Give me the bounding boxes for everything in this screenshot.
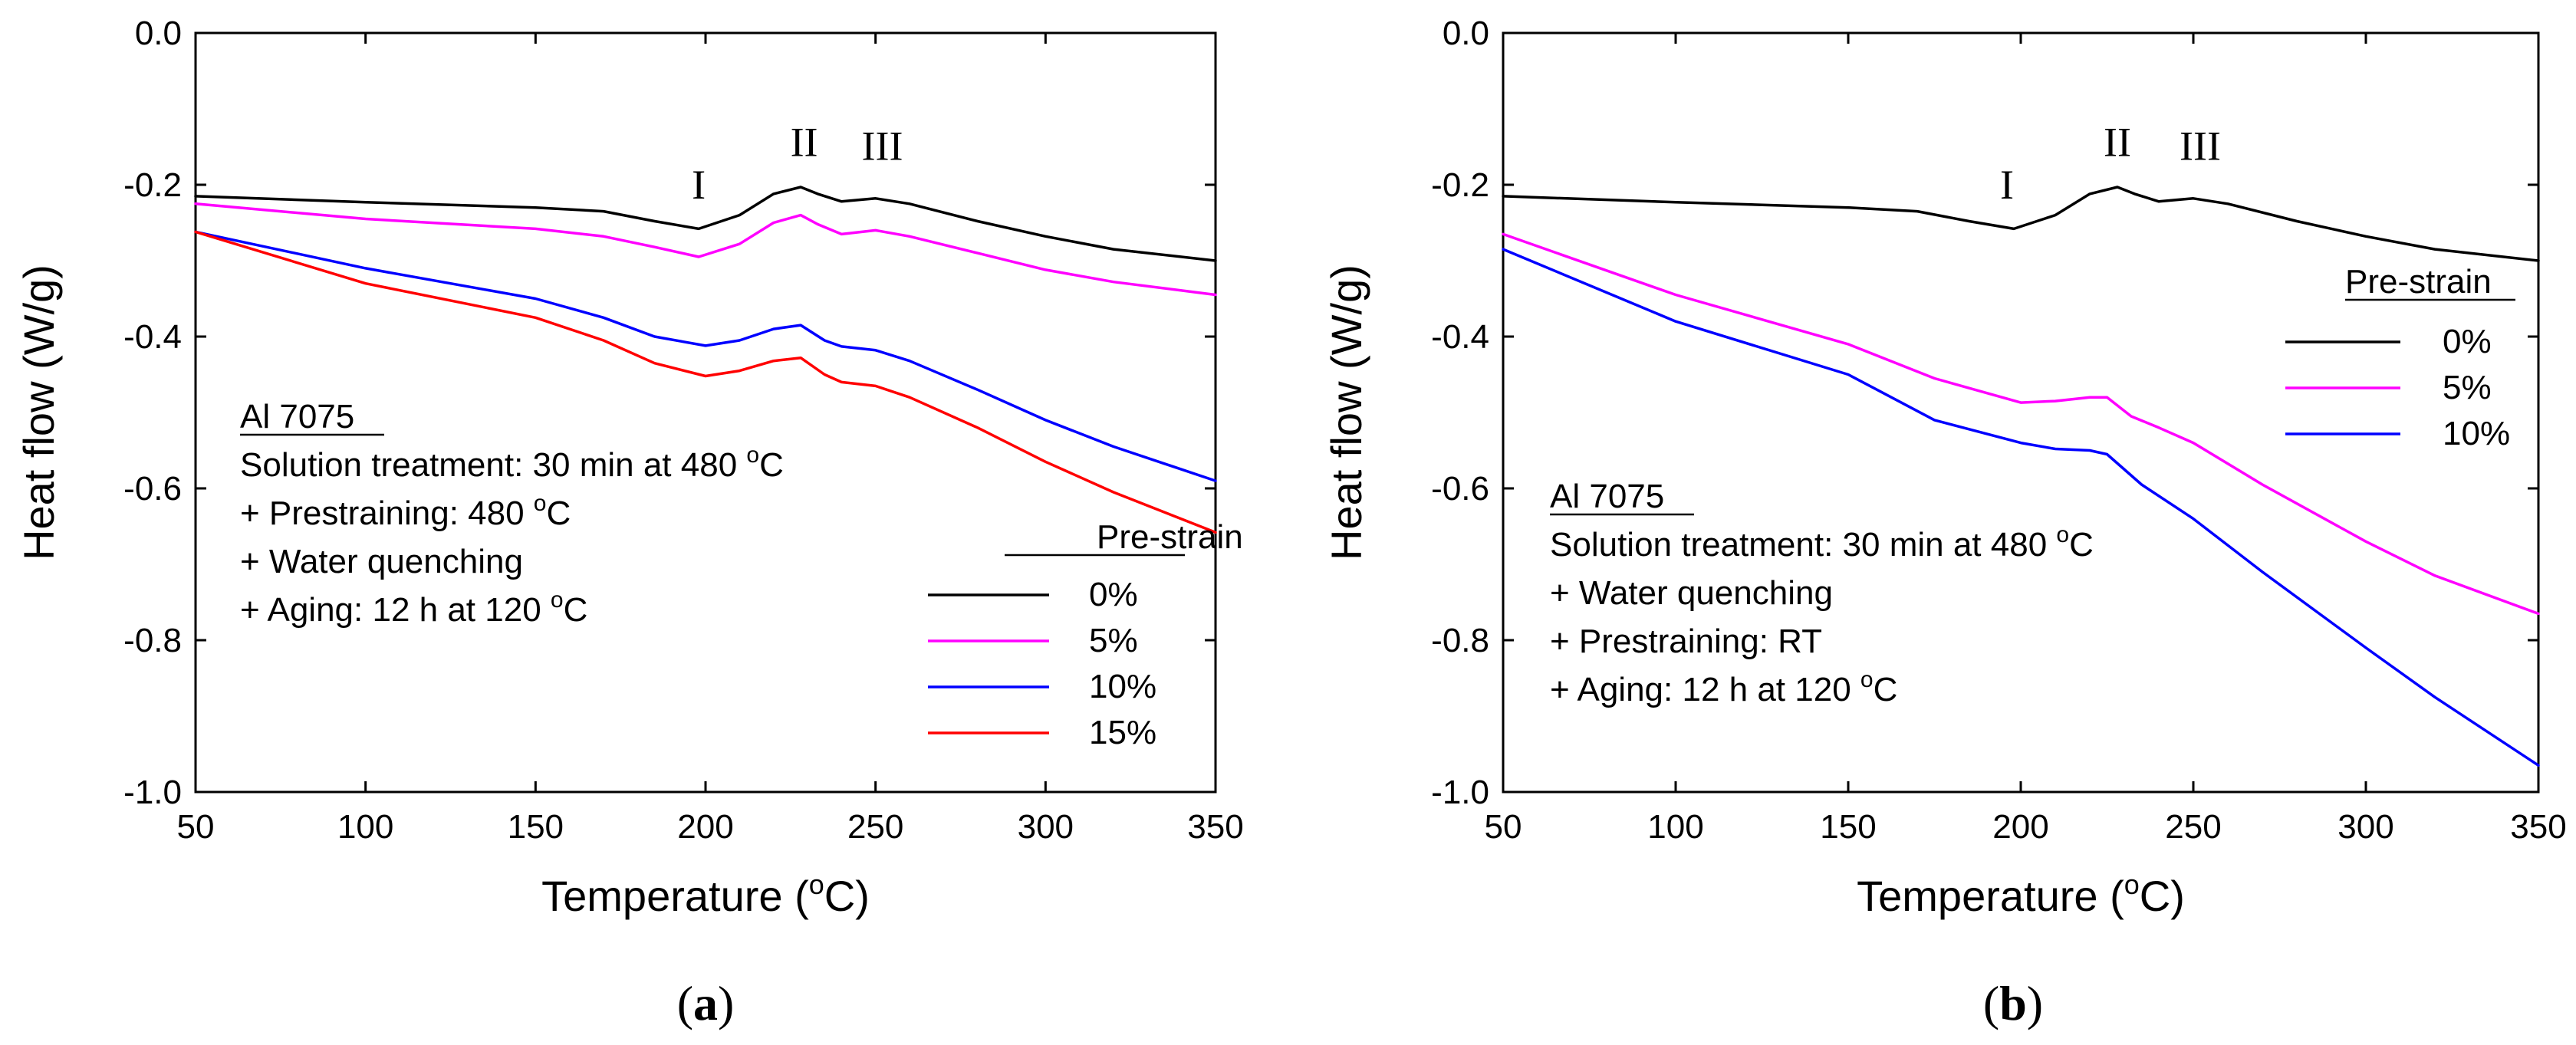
series-line-15pct <box>194 230 1217 534</box>
x-tick-label: 250 <box>847 808 903 846</box>
peak-label-II: II <box>791 119 818 165</box>
x-tick-label: 150 <box>508 808 564 846</box>
peak-label-I: I <box>692 162 706 208</box>
panel-label: (b) <box>1983 976 2043 1030</box>
y-axis-title: Heat flow (W/g) <box>1322 265 1370 560</box>
legend-title: Pre-strain <box>1097 518 1243 556</box>
legend-entry-label: 10% <box>2443 415 2510 452</box>
x-tick-label: 350 <box>2510 808 2566 846</box>
y-tick-label: -0.6 <box>1431 470 1489 508</box>
legend-entry-label: 5% <box>1089 622 1138 659</box>
y-tick-label: -1.0 <box>1431 774 1489 811</box>
legend-entry-label: 0% <box>1089 576 1138 613</box>
chart-panel-a: 50 100 150 200 250 300 350 0.0 -0.2 -0.4 -0.6 -0.8 -… <box>15 15 1244 1030</box>
y-tick-label: -0.8 <box>1431 622 1489 659</box>
y-tick-label: -0.6 <box>123 470 182 508</box>
x-tick-label: 50 <box>177 808 215 846</box>
annotation-line: Solution treatment: 30 min at 480 oC <box>240 442 784 484</box>
annotation-line: + Water quenching <box>1550 574 1833 612</box>
peak-label-III: III <box>2180 123 2221 169</box>
y-tick-label: -0.4 <box>123 318 182 356</box>
legend-entry-label: 0% <box>2443 323 2492 360</box>
x-tick-label: 100 <box>337 808 393 846</box>
x-axis-title: Temperature (oC) <box>541 869 870 920</box>
x-tick-label: 350 <box>1187 808 1243 846</box>
y-tick-label: -1.0 <box>123 774 182 811</box>
y-tick-label: 0.0 <box>135 15 182 52</box>
series-line-10pct <box>194 230 1217 482</box>
annotation-title: Al 7075 <box>1550 478 1664 515</box>
y-tick-label: -0.8 <box>123 622 182 659</box>
x-tick-label: 300 <box>2337 808 2393 846</box>
annotation-line: + Prestraining: RT <box>1550 623 1822 660</box>
series-line-5pct <box>194 202 1217 297</box>
peak-label-I: I <box>2000 162 2014 208</box>
peak-label-II: II <box>2104 119 2131 165</box>
x-tick-label: 50 <box>1485 808 1522 846</box>
x-tick-label: 250 <box>2165 808 2221 846</box>
x-tick-label: 100 <box>1647 808 1703 846</box>
annotation-line: + Aging: 12 h at 120 oC <box>1550 667 1897 708</box>
chart-panel-b: 50 100 150 200 250 300 350 0.0 -0.2 -0.4 -0.6 -0.8 -… <box>1322 15 2567 1030</box>
y-tick-label: 0.0 <box>1443 15 1489 52</box>
annotation-line: + Prestraining: 480 oC <box>240 491 571 532</box>
legend-entry-label: 10% <box>1089 668 1156 705</box>
x-tick-label: 150 <box>1820 808 1876 846</box>
annotation-line: + Aging: 12 h at 120 oC <box>240 587 587 629</box>
peak-label-III: III <box>862 123 903 169</box>
legend-title: Pre-strain <box>2345 263 2492 301</box>
y-tick-label: -0.2 <box>123 166 182 204</box>
y-axis-title: Heat flow (W/g) <box>15 265 63 560</box>
annotation-line: + Water quenching <box>240 543 523 580</box>
y-tick-label: -0.4 <box>1431 318 1489 356</box>
x-axis-title: Temperature (oC) <box>1857 869 2185 920</box>
annotation-title: Al 7075 <box>240 398 354 435</box>
x-tick-label: 300 <box>1018 808 1074 846</box>
x-tick-label: 200 <box>677 808 733 846</box>
series-line-0pct <box>194 186 1217 262</box>
legend-entry-label: 5% <box>2443 369 2492 406</box>
annotation-line: Solution treatment: 30 min at 480 oC <box>1550 522 2094 564</box>
y-tick-label: -0.2 <box>1431 166 1489 204</box>
panel-label: (a) <box>677 976 735 1030</box>
series-line-5pct <box>1502 232 2540 616</box>
x-tick-label: 200 <box>1992 808 2048 846</box>
series-line-0pct <box>1502 186 2540 262</box>
legend-entry-label: 15% <box>1089 714 1156 751</box>
series-line-10pct <box>1502 248 2540 767</box>
